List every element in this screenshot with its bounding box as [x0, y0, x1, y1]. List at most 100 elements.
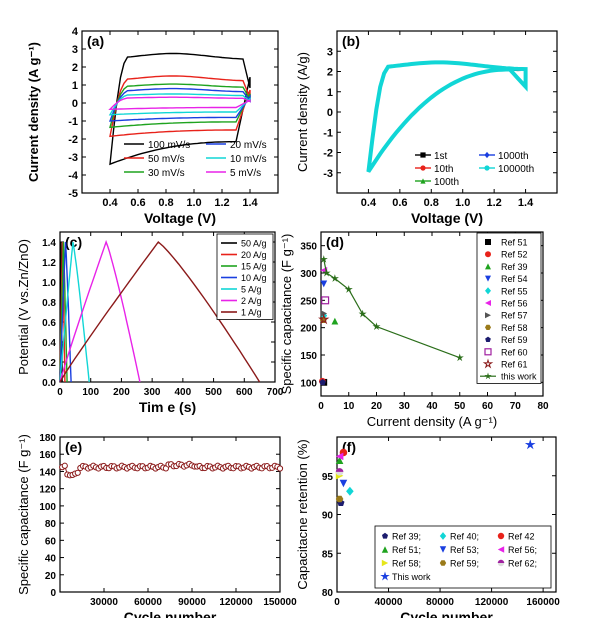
x-axis-label: Cycle number — [400, 609, 493, 618]
series-line-10000th — [366, 60, 528, 173]
y-tick-label: 60 — [45, 536, 57, 547]
legend-label: This work — [392, 572, 431, 582]
y-tick-label: 85 — [322, 549, 334, 560]
series-line-100mVs — [109, 52, 251, 166]
y-tick-label: 20 — [45, 571, 57, 582]
x-axis-label: Current density (A g⁻¹) — [367, 414, 497, 429]
legend-label: Ref 53; — [450, 545, 479, 555]
x-tick-label: 160000 — [526, 597, 560, 608]
y-axis-label: Specific capacitance (F g⁻¹) — [16, 434, 31, 595]
legend-label: Ref 58 — [501, 323, 528, 333]
legend-label: 15 A/g — [241, 262, 267, 272]
x-tick-label: 40 — [426, 401, 438, 412]
y-tick-label: 0.2 — [42, 358, 56, 369]
data-point — [331, 317, 339, 325]
marker-half-fill — [335, 468, 344, 472]
y-tick-label: -1 — [323, 127, 333, 139]
legend: Ref 39; Ref 40; Ref 42 Ref 51; Ref 53; Ref 56… — [374, 525, 552, 589]
y-tick-label: -2 — [323, 148, 333, 160]
legend-marker — [381, 559, 389, 567]
x-tick-label: 10 — [343, 401, 355, 412]
x-tick-label: 80000 — [426, 597, 454, 608]
y-tick-label: -2 — [68, 134, 78, 146]
y-tick-label: 1.0 — [42, 278, 56, 289]
data-point — [335, 495, 344, 503]
legend-marker — [485, 312, 491, 319]
x-tick-label: 100 — [82, 387, 99, 398]
y-axis-label: Current density (A g⁻¹) — [26, 42, 41, 182]
legend-label: 1st — [434, 151, 448, 162]
data-point — [335, 452, 344, 461]
legend-label: Ref 54 — [501, 274, 528, 284]
legend-marker — [439, 546, 447, 553]
legend-label: 100th — [434, 177, 459, 188]
x-axis-label: Voltage (V) — [411, 210, 483, 226]
y-tick-label: 0 — [327, 107, 333, 119]
y-tick-label: 350 — [300, 242, 317, 253]
y-tick-label: 140 — [39, 467, 56, 478]
legend-marker — [485, 263, 491, 270]
y-tick-label: 0.0 — [42, 378, 56, 389]
data-point — [346, 486, 354, 496]
data-point — [320, 310, 328, 317]
data-point — [318, 313, 330, 325]
legend-label: 5 mV/s — [230, 168, 261, 179]
x-axis-label: Tim e (s) — [139, 399, 196, 415]
series-line-10Ag — [59, 241, 72, 383]
data-point — [344, 285, 353, 293]
legend-marker — [485, 336, 491, 343]
y-tick-label: -3 — [68, 152, 78, 164]
legend-marker — [485, 239, 491, 245]
legend-label: Ref 39 — [501, 262, 528, 272]
y-tick-label: 1 — [327, 87, 333, 99]
x-tick-label: 120000 — [475, 597, 509, 608]
legend-label: this work — [501, 372, 537, 382]
x-tick-label: 0 — [318, 401, 324, 412]
y-tick-label: 0 — [72, 98, 78, 110]
legend-label: Ref 40; — [450, 532, 479, 542]
y-tick-label: 1.2 — [42, 258, 56, 269]
y-tick-label: 0.8 — [42, 298, 56, 309]
legend-label: 20 A/g — [241, 250, 267, 260]
data-point — [319, 378, 326, 386]
legend-label: Ref 62; — [508, 559, 537, 569]
legend-label: Ref 56 — [501, 299, 528, 309]
legend-marker — [381, 546, 389, 553]
y-tick-label: 1.4 — [42, 238, 56, 249]
legend-label: 20 mV/s — [230, 140, 267, 151]
panel-letter: (a) — [87, 33, 104, 49]
panel-c: 0 100 200 300 400 500 600 700 0.0 0.2 0.4 0.6 0.8 1.0… — [16, 231, 284, 415]
panel-d: 0 10 20 30 40 50 60 70 80 100 150 200 250 300 350 Curre… — [279, 231, 549, 429]
y-tick-label: 180 — [39, 433, 56, 444]
y-tick-label: 3 — [327, 46, 333, 58]
x-tick-label: 60000 — [134, 597, 162, 608]
x-tick-label: 0.6 — [392, 197, 407, 209]
x-tick-label: 0.4 — [102, 197, 118, 209]
y-tick-label: -3 — [323, 168, 333, 180]
legend-marker — [484, 165, 490, 171]
legend-label: 10 mV/s — [230, 154, 267, 165]
legend-box — [374, 525, 552, 589]
x-tick-label: 1.2 — [214, 197, 229, 209]
legend-label: Ref 59 — [501, 335, 528, 345]
y-tick-label: 95 — [322, 472, 334, 483]
x-tick-label: 0.8 — [158, 197, 173, 209]
x-tick-label: 200 — [113, 387, 130, 398]
y-tick-label: 80 — [45, 519, 57, 530]
y-tick-label: 160 — [39, 450, 56, 461]
panel-a: 0.4 0.6 0.8 1.0 1.2 1.4 -5 -4 -3 -2 -1 0 1 2 3 4 Voltage… — [26, 26, 279, 226]
x-axis-label: Cycle number — [124, 609, 217, 618]
x-tick-label: 1.2 — [486, 197, 501, 209]
x-tick-label: 30000 — [90, 597, 118, 608]
legend-label: Ref 61 — [501, 360, 528, 370]
legend-label: Ref 52 — [501, 250, 528, 260]
legend-label: 10 A/g — [241, 273, 267, 283]
legend-label: Ref 51 — [501, 238, 528, 248]
x-tick-label: 0.8 — [424, 197, 439, 209]
x-axis-label: Voltage (V) — [144, 210, 216, 226]
legend-label: 50 mV/s — [148, 154, 185, 165]
y-axis-label: Specific capacitance (F g⁻¹) — [279, 234, 294, 395]
data-point — [335, 456, 344, 465]
legend-marker — [420, 178, 426, 184]
data-point — [339, 479, 348, 488]
